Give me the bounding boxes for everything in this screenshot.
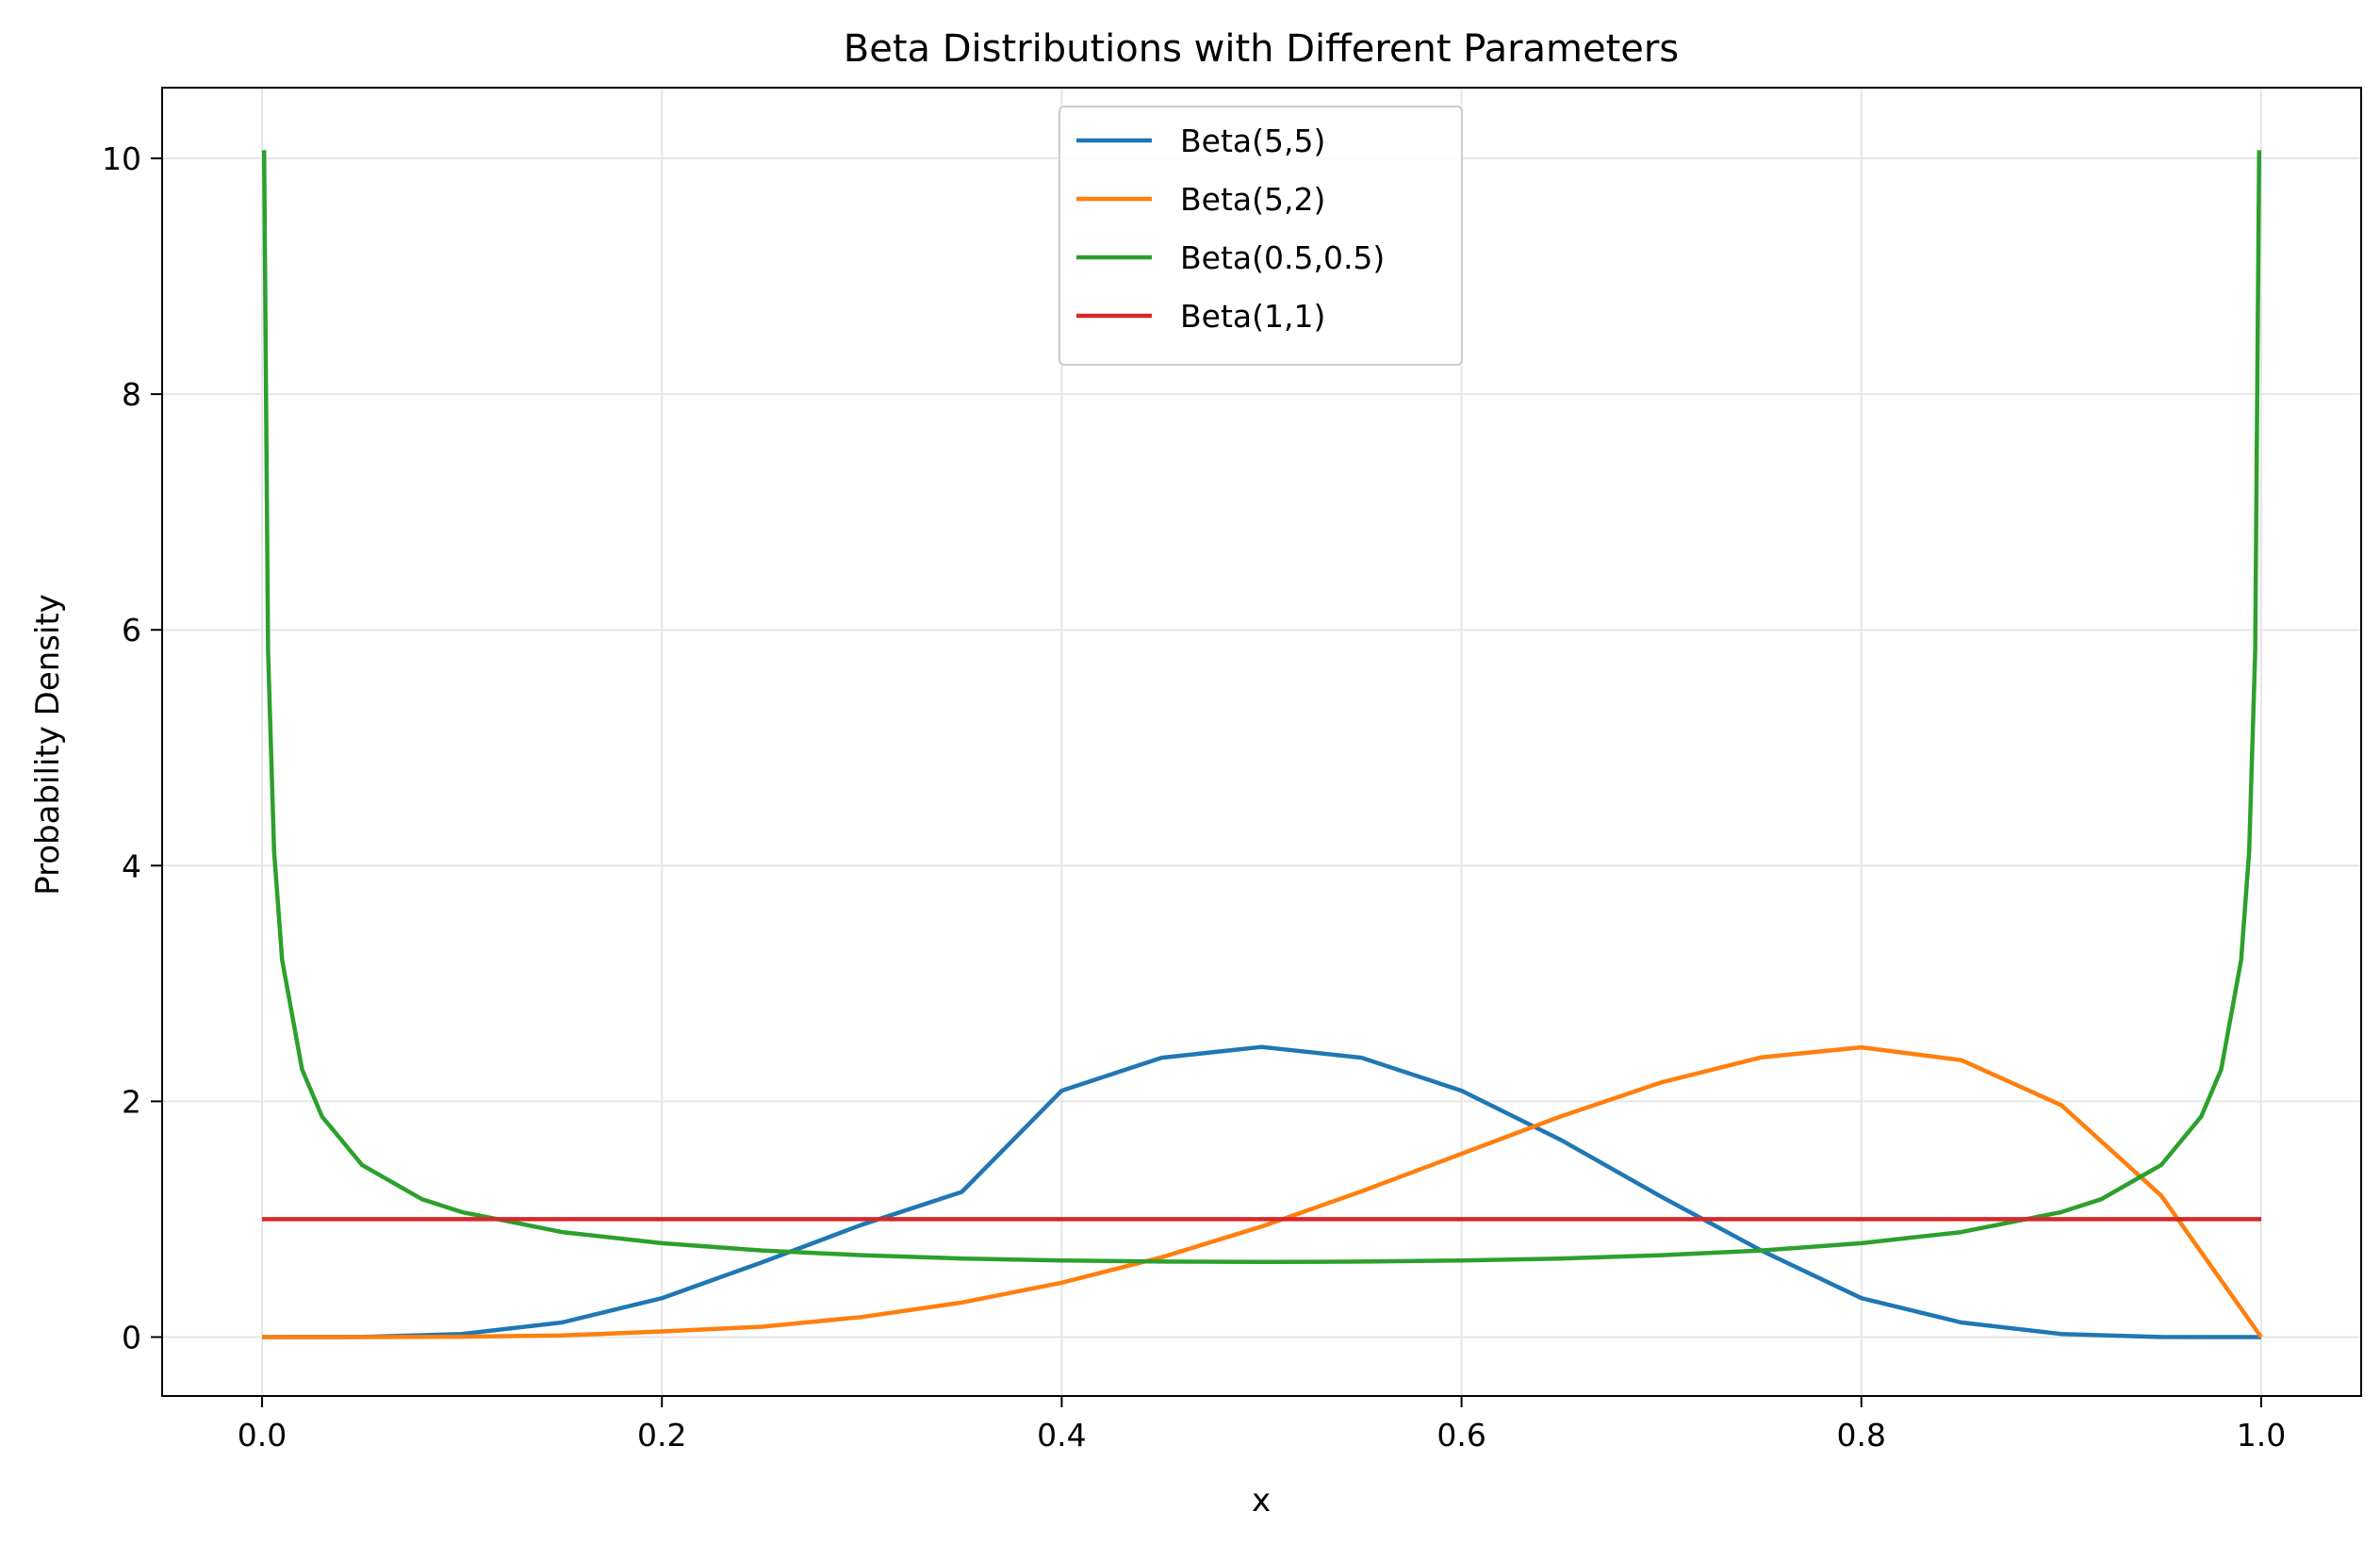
x-tick-label: 0.2 [637, 1417, 686, 1454]
y-tick-label: 10 [102, 140, 141, 177]
legend-label: Beta(5,2) [1180, 181, 1325, 218]
y-tick-label: 2 [122, 1083, 141, 1120]
axis-ticks: 0.0 0.2 0.4 0.6 0.8 1.0 0 2 4 6 8 10 [102, 140, 2286, 1454]
series-line-beta-5-2 [262, 1044, 2263, 1339]
legend: Beta(5,5) Beta(5,2) Beta(0.5,0.5) Beta(1,1) [1059, 106, 1463, 366]
x-tick-label: 0.8 [1837, 1417, 1886, 1454]
y-tick-label: 8 [122, 376, 141, 413]
series-line-beta-0-5-0-5 [261, 150, 2262, 1265]
chart-title: Beta Distributions with Different Parame… [844, 27, 1679, 71]
x-tick-label: 0.4 [1037, 1417, 1086, 1454]
y-axis-label: Probability Density [29, 594, 67, 895]
series-line-beta-5-5 [261, 1044, 2262, 1339]
x-tick-label: 0.6 [1436, 1417, 1485, 1454]
y-tick-label: 0 [122, 1319, 141, 1355]
legend-box [1059, 106, 1463, 366]
legend-label: Beta(0.5,0.5) [1180, 239, 1385, 276]
y-tick-label: 6 [122, 612, 141, 649]
y-tick-label: 4 [122, 847, 141, 884]
plot-series [261, 150, 2263, 1339]
legend-label: Beta(5,5) [1180, 123, 1325, 159]
plot-frame [161, 87, 2362, 1397]
x-axis-label: x [1252, 1482, 1271, 1519]
x-tick-label: 0.0 [238, 1417, 287, 1454]
x-tick-label: 1.0 [2237, 1417, 2286, 1454]
legend-label: Beta(1,1) [1180, 298, 1325, 335]
